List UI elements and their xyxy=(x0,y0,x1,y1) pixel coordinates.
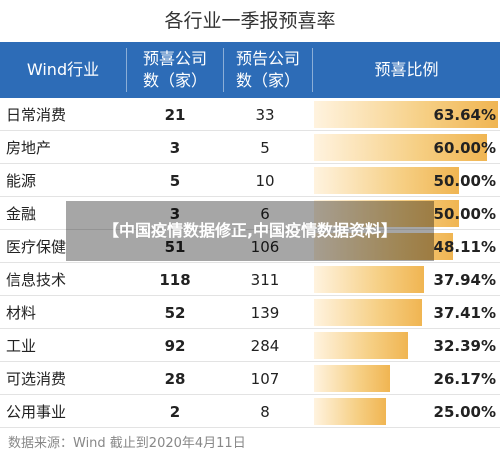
header-positive: 预喜公司 数（家） xyxy=(127,42,223,98)
forecast-count: 311 xyxy=(250,270,280,289)
row-divider xyxy=(0,229,500,230)
ratio-value: 63.64% xyxy=(433,105,496,124)
row-divider xyxy=(0,262,500,263)
header-divider xyxy=(126,48,127,92)
table-row: 金融 3 6 50.00% xyxy=(0,197,500,230)
forecast-count: 6 xyxy=(260,204,270,223)
row-divider xyxy=(0,196,500,197)
row-divider xyxy=(0,361,500,362)
positive-count: 28 xyxy=(164,369,186,388)
industry-name: 材料 xyxy=(6,304,37,322)
header-ratio-label: 预喜比例 xyxy=(374,60,439,79)
table-row: 能源 5 10 50.00% xyxy=(0,164,500,197)
ratio-bar xyxy=(314,398,386,425)
ratio-value: 26.17% xyxy=(433,369,496,388)
positive-count: 3 xyxy=(169,138,181,157)
ratio-bar xyxy=(314,167,459,194)
forecast-count: 139 xyxy=(250,303,280,322)
positive-count: 3 xyxy=(169,204,181,223)
table-header: Wind行业 预喜公司 数（家） 预告公司 数（家） 预喜比例 xyxy=(0,42,500,98)
row-divider xyxy=(0,328,500,329)
ratio-value: 32.39% xyxy=(433,336,496,355)
chart-title: 各行业一季报预喜率 xyxy=(164,10,336,32)
table-row: 可选消费 28 107 26.17% xyxy=(0,362,500,395)
header-positive-line2: 数（家） xyxy=(142,71,207,90)
positive-count: 52 xyxy=(164,303,186,322)
row-divider xyxy=(0,295,500,296)
ratio-bar xyxy=(314,266,424,293)
ratio-value: 37.94% xyxy=(433,270,496,289)
forecast-count: 106 xyxy=(250,237,280,256)
positive-count: 118 xyxy=(159,270,191,289)
row-divider xyxy=(0,163,500,164)
ratio-bar xyxy=(314,332,408,359)
row-divider xyxy=(0,427,500,428)
forecast-count: 284 xyxy=(250,336,280,355)
ratio-value: 60.00% xyxy=(433,138,496,157)
header-forecast-line2: 数（家） xyxy=(235,71,300,90)
header-industry: Wind行业 xyxy=(0,42,126,98)
forecast-count: 10 xyxy=(255,171,275,190)
industry-name: 医疗保健 xyxy=(6,238,67,256)
table-row: 医疗保健 51 106 48.11% xyxy=(0,230,500,263)
industry-name: 公用事业 xyxy=(6,403,67,421)
forecast-count: 107 xyxy=(250,369,280,388)
header-forecast: 预告公司 数（家） xyxy=(224,42,312,98)
positive-count: 2 xyxy=(169,402,181,421)
overlay-banner: 【中国疫情数据修正,中国疫情数据资料】 xyxy=(66,201,434,261)
row-divider xyxy=(0,130,500,131)
industry-name: 可选消费 xyxy=(6,370,67,388)
table-row: 工业 92 284 32.39% xyxy=(0,329,500,362)
table-row: 日常消费 21 33 63.64% xyxy=(0,98,500,131)
industry-name: 能源 xyxy=(6,172,37,190)
table-row: 公用事业 2 8 25.00% xyxy=(0,395,500,428)
ratio-bar xyxy=(314,134,487,161)
header-ratio: 预喜比例 xyxy=(313,42,500,98)
ratio-value: 48.11% xyxy=(433,237,496,256)
header-divider xyxy=(312,48,313,92)
header-divider xyxy=(223,48,224,92)
table-row: 房地产 3 5 60.00% xyxy=(0,131,500,164)
industry-name: 金融 xyxy=(6,205,37,223)
ratio-bar xyxy=(314,299,422,326)
header-industry-label: Wind行业 xyxy=(26,60,100,79)
forecast-count: 33 xyxy=(255,105,275,124)
data-source: 数据来源：Wind 截止到2020年4月11日 xyxy=(8,436,246,451)
forecast-count: 5 xyxy=(260,138,270,157)
industry-name: 工业 xyxy=(6,337,37,355)
ratio-bar xyxy=(314,101,498,128)
industry-name: 信息技术 xyxy=(6,271,67,289)
row-divider xyxy=(0,394,500,395)
positive-count: 92 xyxy=(164,336,186,355)
table-row: 信息技术 118 311 37.94% xyxy=(0,263,500,296)
forecast-count: 8 xyxy=(260,402,270,421)
overlay-banner-text: 【中国疫情数据修正,中国疫情数据资料】 xyxy=(102,221,398,240)
ratio-value: 25.00% xyxy=(433,402,496,421)
ratio-value: 37.41% xyxy=(433,303,496,322)
ratio-value: 50.00% xyxy=(433,204,496,223)
positive-count: 51 xyxy=(164,237,186,256)
positive-count: 21 xyxy=(164,105,186,124)
positive-count: 5 xyxy=(169,171,181,190)
ratio-bar xyxy=(314,233,453,260)
header-forecast-line1: 预告公司 xyxy=(235,49,300,68)
table-row: 材料 52 139 37.41% xyxy=(0,296,500,329)
industry-name: 房地产 xyxy=(6,139,52,157)
ratio-bar xyxy=(314,200,459,227)
industry-name: 日常消费 xyxy=(6,106,67,124)
ratio-bar xyxy=(314,365,390,392)
header-positive-line1: 预喜公司 xyxy=(142,49,207,68)
ratio-value: 50.00% xyxy=(433,171,496,190)
